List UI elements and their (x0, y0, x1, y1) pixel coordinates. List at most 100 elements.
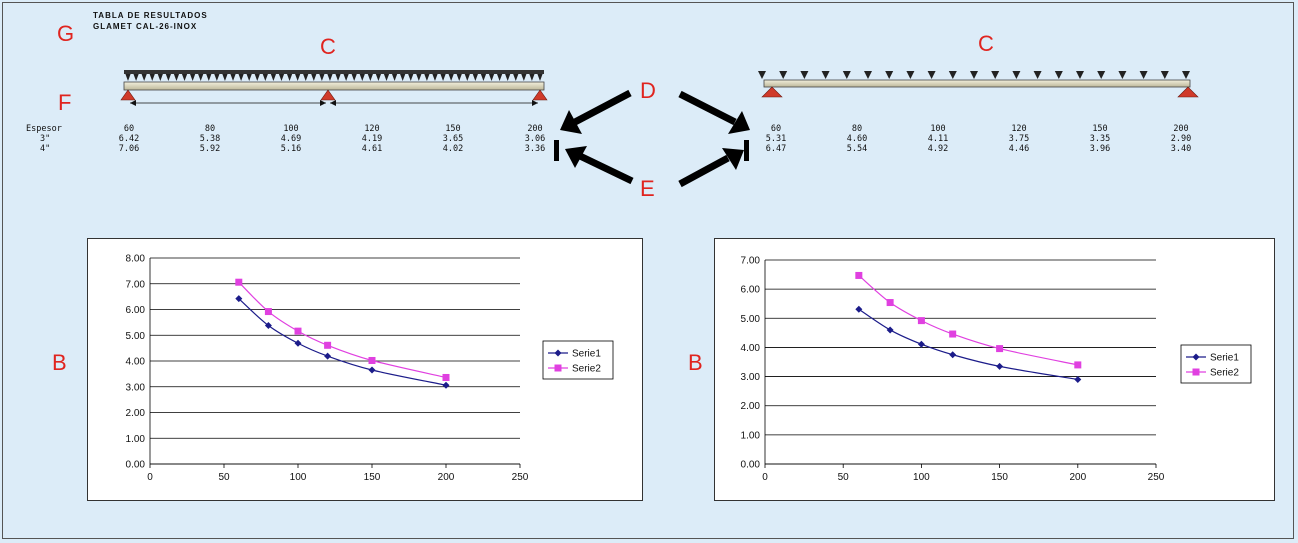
load-arrow (278, 74, 285, 81)
series-line-2 (238, 281, 447, 379)
right-table-cell: 4.11 (927, 134, 949, 144)
x-tick-label: 100 (913, 472, 930, 483)
right-table-cell: 3.96 (1089, 144, 1111, 154)
left-table-cell: 4.02 (442, 144, 464, 154)
load-arrow (375, 74, 382, 81)
right-beam-load-arrows (758, 71, 1190, 79)
left-table-cell: 4.69 (280, 134, 302, 144)
y-tick-label: 5.00 (126, 331, 146, 342)
x-tick-label: 200 (1069, 472, 1086, 483)
left-col-header: 80 (204, 124, 216, 134)
serie1-point (886, 326, 894, 334)
legend-label: Serie2 (572, 364, 601, 375)
load-arrow (383, 74, 390, 81)
load-arrow (408, 74, 414, 81)
load-arrow (505, 74, 511, 81)
load-arrow (864, 71, 872, 79)
left-col-header: 120 (364, 124, 380, 134)
left-span-dimension-2 (330, 100, 538, 106)
load-arrow (1139, 71, 1148, 79)
serie2-point (294, 327, 302, 335)
right-table-cell: 5.54 (846, 144, 868, 154)
y-tick-label: 3.00 (126, 382, 146, 393)
load-arrow (149, 74, 155, 81)
right-beam-body (763, 79, 1191, 88)
right-table-cell: 4.92 (927, 144, 949, 154)
serie1-point (949, 351, 957, 359)
left-support-2 (320, 89, 336, 101)
chart-left-container: 0.00 1.00 2.00 3.00 4.00 5.00 6.00 7.00 8.00 0 50 1… (87, 238, 643, 501)
right-table-cell: 4.46 (1008, 144, 1030, 154)
left-table-cell: 6.42 (118, 134, 140, 144)
y-tick-label: 8.00 (126, 254, 146, 265)
load-arrow (521, 74, 527, 81)
load-arrow (133, 74, 139, 81)
left-support-3 (532, 89, 548, 101)
y-tick-label: 7.00 (741, 256, 761, 267)
legend-swatch-marker (554, 349, 562, 357)
y-tick-label: 0.00 (741, 460, 761, 471)
left-table-cell: 4.61 (361, 144, 383, 154)
left-beam-load-arrows (125, 74, 543, 81)
serie2-point (235, 278, 243, 286)
y-tick-label: 4.00 (126, 357, 146, 368)
load-arrow (970, 71, 978, 79)
right-support-1 (761, 86, 783, 98)
load-arrow (424, 74, 430, 81)
legend-swatch-marker (1192, 353, 1200, 361)
right-table-cell: 3.75 (1008, 134, 1030, 144)
load-arrow (303, 74, 309, 81)
header-subtitle: GLAMET CAL-26-INOX (93, 22, 198, 31)
load-arrow (400, 74, 406, 81)
label-b-right: B (688, 350, 703, 375)
right-table-cell: 5.31 (765, 134, 787, 144)
label-c-left: C (320, 34, 336, 59)
y-tick-label: 0.00 (126, 460, 146, 471)
load-arrow (1097, 71, 1106, 79)
serie1-point (917, 340, 925, 348)
y-tick-label: 6.00 (741, 285, 761, 296)
load-arrow (497, 74, 503, 81)
serie2-point (996, 345, 1004, 353)
left-table-cell: 5.92 (199, 144, 221, 154)
serie2-point (1074, 361, 1082, 369)
header-title: TABLA DE RESULTADOS (93, 11, 208, 20)
row-label-4in: 4" (40, 144, 51, 154)
load-arrow (1033, 71, 1042, 79)
left-table-cell: 5.38 (199, 134, 221, 144)
serie1-point (368, 366, 376, 374)
load-arrow (286, 74, 293, 81)
left-table-cell: 7.06 (118, 144, 140, 154)
load-arrow (238, 74, 244, 81)
serie2-point (917, 317, 925, 325)
load-arrow (927, 71, 936, 79)
load-arrow (359, 74, 365, 81)
arrow-e-right (678, 148, 744, 188)
load-arrow (472, 74, 478, 81)
legend-box (1180, 344, 1252, 384)
load-arrow (1054, 71, 1063, 79)
y-tick-label: 4.00 (741, 343, 761, 354)
serie2-point (886, 299, 894, 307)
serie1-point (442, 381, 450, 389)
left-support-1 (120, 89, 136, 101)
serie1-point (264, 321, 272, 329)
load-arrow (513, 74, 519, 81)
x-tick-label: 150 (991, 472, 1008, 483)
load-arrow (295, 74, 301, 81)
load-arrow (1076, 71, 1084, 79)
left-beam (120, 70, 548, 106)
load-arrow (779, 71, 788, 79)
load-arrow (230, 74, 236, 81)
load-arrow (190, 74, 196, 81)
load-arrow (141, 74, 147, 81)
left-table-cell: 3.36 (524, 144, 546, 154)
load-arrow (1160, 71, 1169, 79)
label-d: D (640, 78, 656, 103)
load-arrow (885, 71, 894, 79)
chart-legend: Serie1 Serie2 (542, 340, 614, 380)
right-col-header: 120 (1011, 124, 1027, 134)
serie2-point (368, 356, 376, 364)
load-arrow (906, 71, 915, 79)
